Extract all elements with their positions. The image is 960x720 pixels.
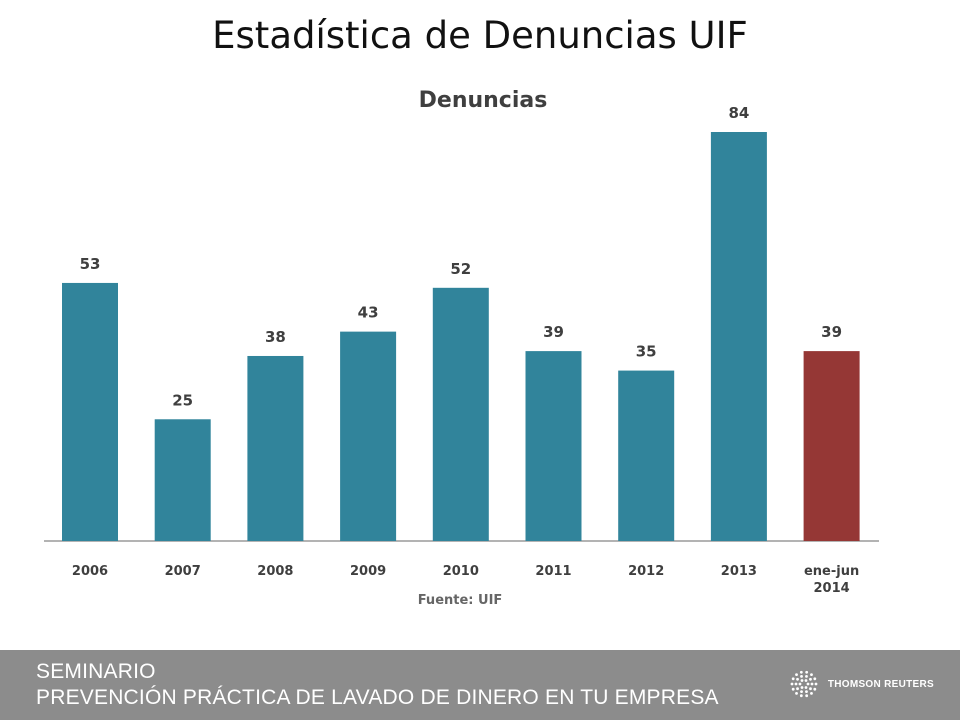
logo-dot — [804, 674, 808, 678]
logo-dot — [791, 677, 795, 681]
logo-dot — [799, 670, 803, 674]
x-tick-label: ene-jun — [804, 564, 859, 579]
x-tick-label: 2012 — [628, 564, 664, 579]
footer-seminar-title: PREVENCIÓN PRÁCTICA DE LAVADO DE DINERO … — [36, 686, 719, 709]
chart-title: Denuncias — [419, 88, 548, 113]
logo-text: THOMSON REUTERS — [827, 678, 934, 690]
thomson-reuters-logo: THOMSON REUTERS — [788, 668, 934, 700]
logo-dot — [804, 690, 808, 694]
logo-dot — [805, 670, 808, 674]
x-tick-label: 2007 — [165, 564, 201, 579]
bar-2012 — [618, 370, 675, 541]
logo-dot — [799, 674, 803, 678]
logo-dot — [813, 677, 817, 681]
footer-bar: SEMINARIO PREVENCIÓN PRÁCTICA DE LAVADO … — [0, 650, 960, 720]
logo-dot — [800, 686, 804, 689]
logo-dot — [810, 682, 814, 686]
bar-ene-jun-2014 — [803, 351, 860, 541]
logo-dot — [790, 682, 794, 686]
bar-2007 — [154, 419, 211, 541]
bar-2013 — [710, 132, 767, 541]
data-label: 38 — [265, 328, 286, 346]
x-tick-label: 2006 — [72, 564, 108, 579]
logo-dot — [813, 687, 817, 691]
data-label: 25 — [172, 391, 193, 409]
source-note: Fuente: UIF — [418, 593, 503, 608]
data-label: 35 — [636, 343, 657, 361]
bar-2006 — [62, 282, 118, 541]
data-label: 39 — [543, 323, 564, 341]
data-label: 84 — [728, 104, 749, 122]
reuters-dots-icon — [790, 670, 818, 698]
logo-dot — [794, 682, 798, 686]
logo-dot — [809, 691, 813, 695]
bar-chart: Denuncias 53 2006 25 2007 38 2008 43 2009 52 2010… — [44, 88, 879, 608]
logo-dot — [799, 694, 803, 698]
slide-title: Estadística de Denuncias UIF — [212, 14, 748, 57]
logo-dot — [794, 673, 798, 677]
logo-dot — [806, 682, 810, 686]
logo-dot — [808, 677, 812, 681]
x-tick-label: 2013 — [721, 564, 757, 579]
logo-dot — [799, 690, 803, 694]
data-label: 53 — [80, 255, 101, 273]
logo-dot — [795, 687, 799, 691]
logo-dot — [808, 687, 812, 691]
x-tick-label: 2011 — [535, 564, 571, 579]
x-tick-label: 2009 — [350, 564, 386, 579]
logo-dot — [814, 682, 818, 686]
bar-2008 — [247, 355, 304, 541]
logo-dot — [804, 679, 808, 682]
logo-dot — [794, 691, 798, 695]
logo-dot — [800, 679, 804, 682]
x-tick-label: 2008 — [257, 564, 293, 579]
data-label: 43 — [358, 304, 379, 322]
x-tick-label: 2010 — [443, 564, 479, 579]
data-label: 52 — [450, 260, 471, 278]
logo-dot — [804, 686, 808, 689]
logo-dot — [791, 687, 795, 691]
bar-2009 — [340, 331, 397, 541]
logo-dot — [805, 694, 808, 698]
bar-2011 — [525, 351, 582, 541]
logo-dot — [795, 677, 799, 681]
logo-dot — [798, 682, 802, 686]
footer-seminar-label: SEMINARIO — [36, 660, 156, 683]
bar-2010 — [432, 287, 489, 541]
x-tick-label: 2014 — [814, 581, 850, 596]
logo-dot — [809, 673, 813, 677]
data-label: 39 — [821, 323, 842, 341]
